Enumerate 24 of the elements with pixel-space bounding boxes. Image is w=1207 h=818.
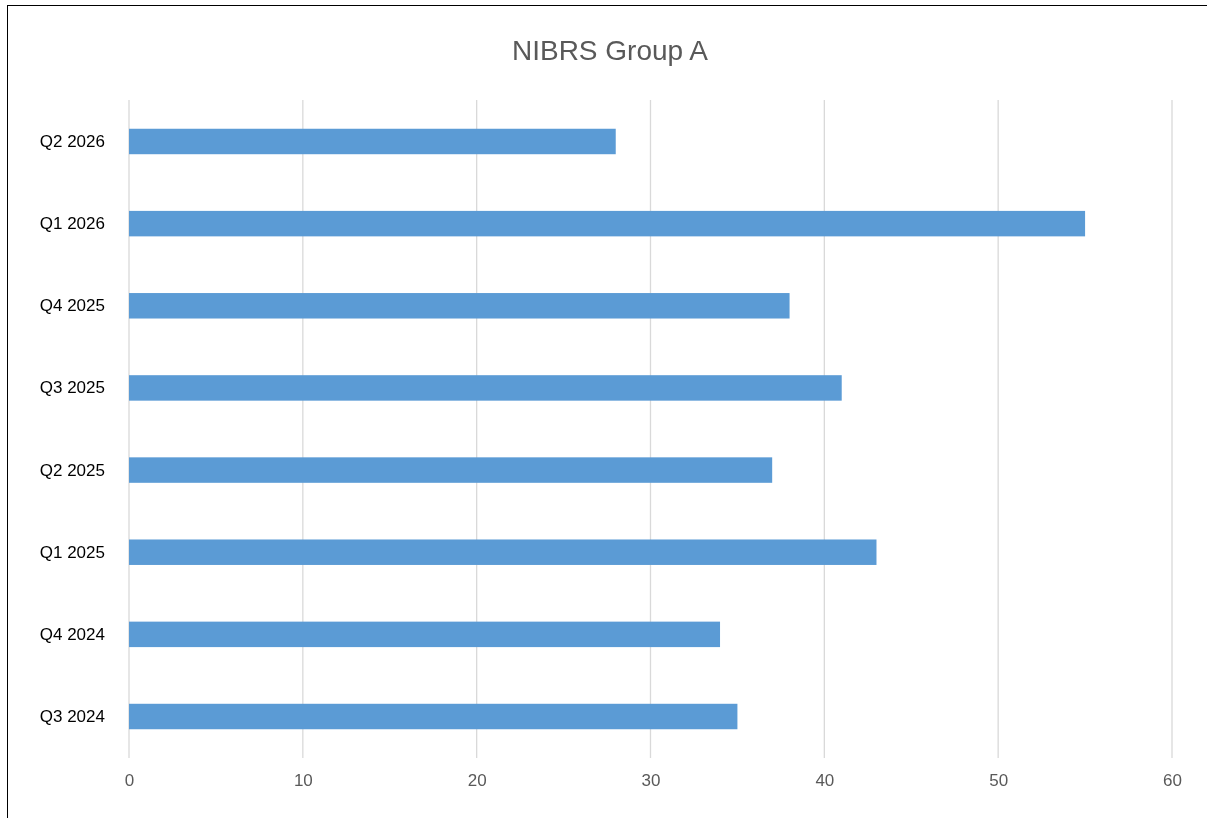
y-tick-label: Q3 2024 xyxy=(39,706,105,726)
y-tick-label: Q2 2025 xyxy=(39,460,105,480)
y-tick-label: Q2 2026 xyxy=(39,131,105,151)
bar xyxy=(129,539,877,565)
x-tick-label: 20 xyxy=(467,771,487,791)
bar xyxy=(129,293,790,319)
y-tick-label: Q4 2024 xyxy=(39,624,105,644)
y-tick-label: Q1 2026 xyxy=(39,214,105,234)
x-tick-label: 50 xyxy=(989,771,1009,791)
bar xyxy=(129,457,773,483)
y-tick-label: Q3 2025 xyxy=(39,378,105,398)
bar xyxy=(129,128,616,155)
bar xyxy=(129,703,738,730)
bar xyxy=(129,621,721,648)
bar xyxy=(129,210,1086,237)
chart-title: NIBRS Group A xyxy=(511,35,709,66)
x-tick-label: 10 xyxy=(293,771,313,791)
y-tick-label: Q1 2025 xyxy=(39,542,105,562)
x-tick-label: 40 xyxy=(815,771,835,791)
x-tick-label: 30 xyxy=(641,771,661,791)
x-tick-label: 60 xyxy=(1163,771,1182,791)
x-tick-label: 0 xyxy=(124,771,135,791)
bar xyxy=(129,375,842,401)
y-tick-label: Q4 2025 xyxy=(39,296,105,316)
